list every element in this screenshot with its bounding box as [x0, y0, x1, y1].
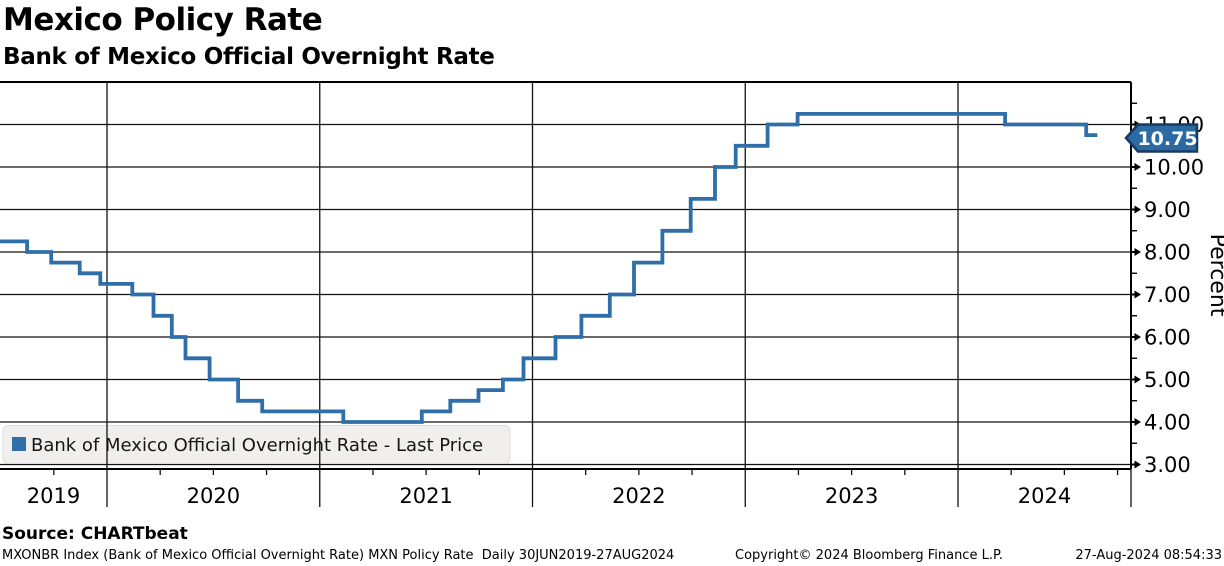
- legend[interactable]: Bank of Mexico Official Overnight Rate -…: [2, 425, 511, 464]
- legend-marker: [12, 437, 26, 451]
- footer-bar: MXONBR Index (Bank of Mexico Official Ov…: [0, 548, 1224, 564]
- legend-label: Bank of Mexico Official Overnight Rate -…: [31, 435, 483, 456]
- y-tick-label: 5.00: [1144, 368, 1191, 392]
- y-axis-title: Percent: [1205, 234, 1224, 317]
- footer-timestamp: 27-Aug-2024 08:54:33: [1075, 548, 1222, 563]
- page-title: Mexico Policy Rate: [3, 2, 323, 38]
- price-line: [0, 112, 1098, 424]
- x-axis: 2019 2020 2021 2022 2023 2024: [27, 484, 1071, 508]
- x-tick-label: 2021: [399, 484, 452, 508]
- x-tick-label: 2022: [612, 484, 665, 508]
- last-price-badge: 10.75: [1124, 123, 1199, 153]
- y-tick-label: 6.00: [1144, 326, 1191, 350]
- x-tick-label: 2023: [825, 484, 878, 508]
- chart-canvas[interactable]: Bank of Mexico Official Overnight Rate -…: [0, 0, 1224, 522]
- y-tick-label: 9.00: [1144, 198, 1191, 222]
- x-tick-label: 2024: [1018, 484, 1071, 508]
- footer-ticker-info: MXONBR Index (Bank of Mexico Official Ov…: [2, 548, 675, 563]
- x-tick-label: 2019: [27, 484, 80, 508]
- x-tick-label: 2020: [187, 484, 240, 508]
- source-label: Source: CHARTbeat: [2, 524, 188, 544]
- y-tick-label: 7.00: [1144, 283, 1191, 307]
- y-tick-label: 4.00: [1144, 411, 1191, 435]
- y-axis: 3.004.005.006.007.008.009.0010.0011.00Pe…: [1131, 102, 1224, 477]
- y-tick-label: 8.00: [1144, 241, 1191, 265]
- horizontal-gridlines: [0, 81, 1131, 470]
- last-price-label: 10.75: [1137, 128, 1197, 150]
- footer-copyright: Copyright© 2024 Bloomberg Finance L.P.: [735, 548, 1003, 563]
- chart-subtitle: Bank of Mexico Official Overnight Rate: [3, 44, 495, 70]
- y-tick-label: 3.00: [1144, 453, 1191, 477]
- y-tick-label: 10.00: [1144, 156, 1204, 180]
